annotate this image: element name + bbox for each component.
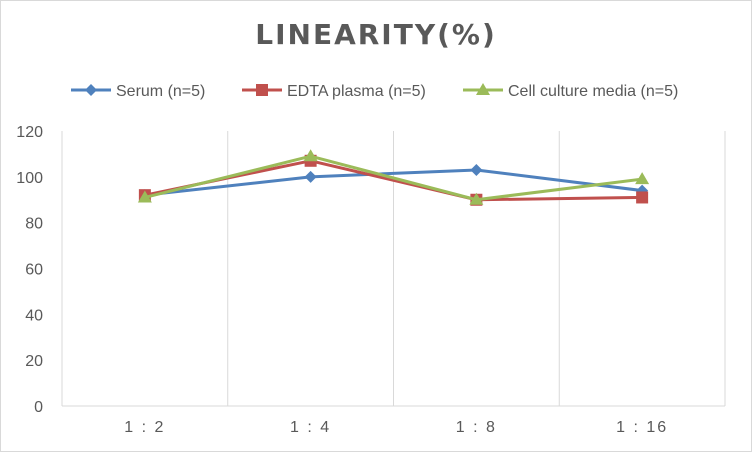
data-point [636, 191, 649, 204]
legend-label: EDTA plasma (n=5) [287, 83, 426, 100]
legend-marker [85, 84, 97, 96]
data-point [304, 170, 317, 183]
x-tick-label: 1 : 4 [290, 419, 331, 436]
legend-marker [256, 84, 268, 96]
x-tick-label: 1 : 8 [456, 419, 497, 436]
y-tick-label: 120 [16, 124, 43, 141]
y-tick-label: 60 [25, 262, 43, 279]
series-line-1 [144, 168, 643, 197]
data-point [303, 149, 318, 162]
series-line-3 [144, 154, 643, 202]
x-tick-label: 1 : 2 [124, 419, 165, 436]
y-tick-label: 0 [34, 399, 43, 416]
legend-label: Serum (n=5) [116, 83, 205, 100]
data-point [635, 172, 650, 185]
data-point [469, 192, 484, 205]
y-tick-label: 100 [16, 170, 43, 187]
data-point [470, 163, 483, 176]
legend-label: Cell culture media (n=5) [508, 83, 678, 100]
data-point [137, 190, 152, 203]
y-tick-label: 80 [25, 216, 43, 233]
x-tick-label: 1 : 16 [616, 419, 668, 436]
legend-marker [476, 83, 490, 95]
y-tick-label: 20 [25, 353, 43, 370]
y-tick-label: 40 [25, 307, 43, 324]
chart-title: LINEARITY(%) [255, 18, 497, 51]
